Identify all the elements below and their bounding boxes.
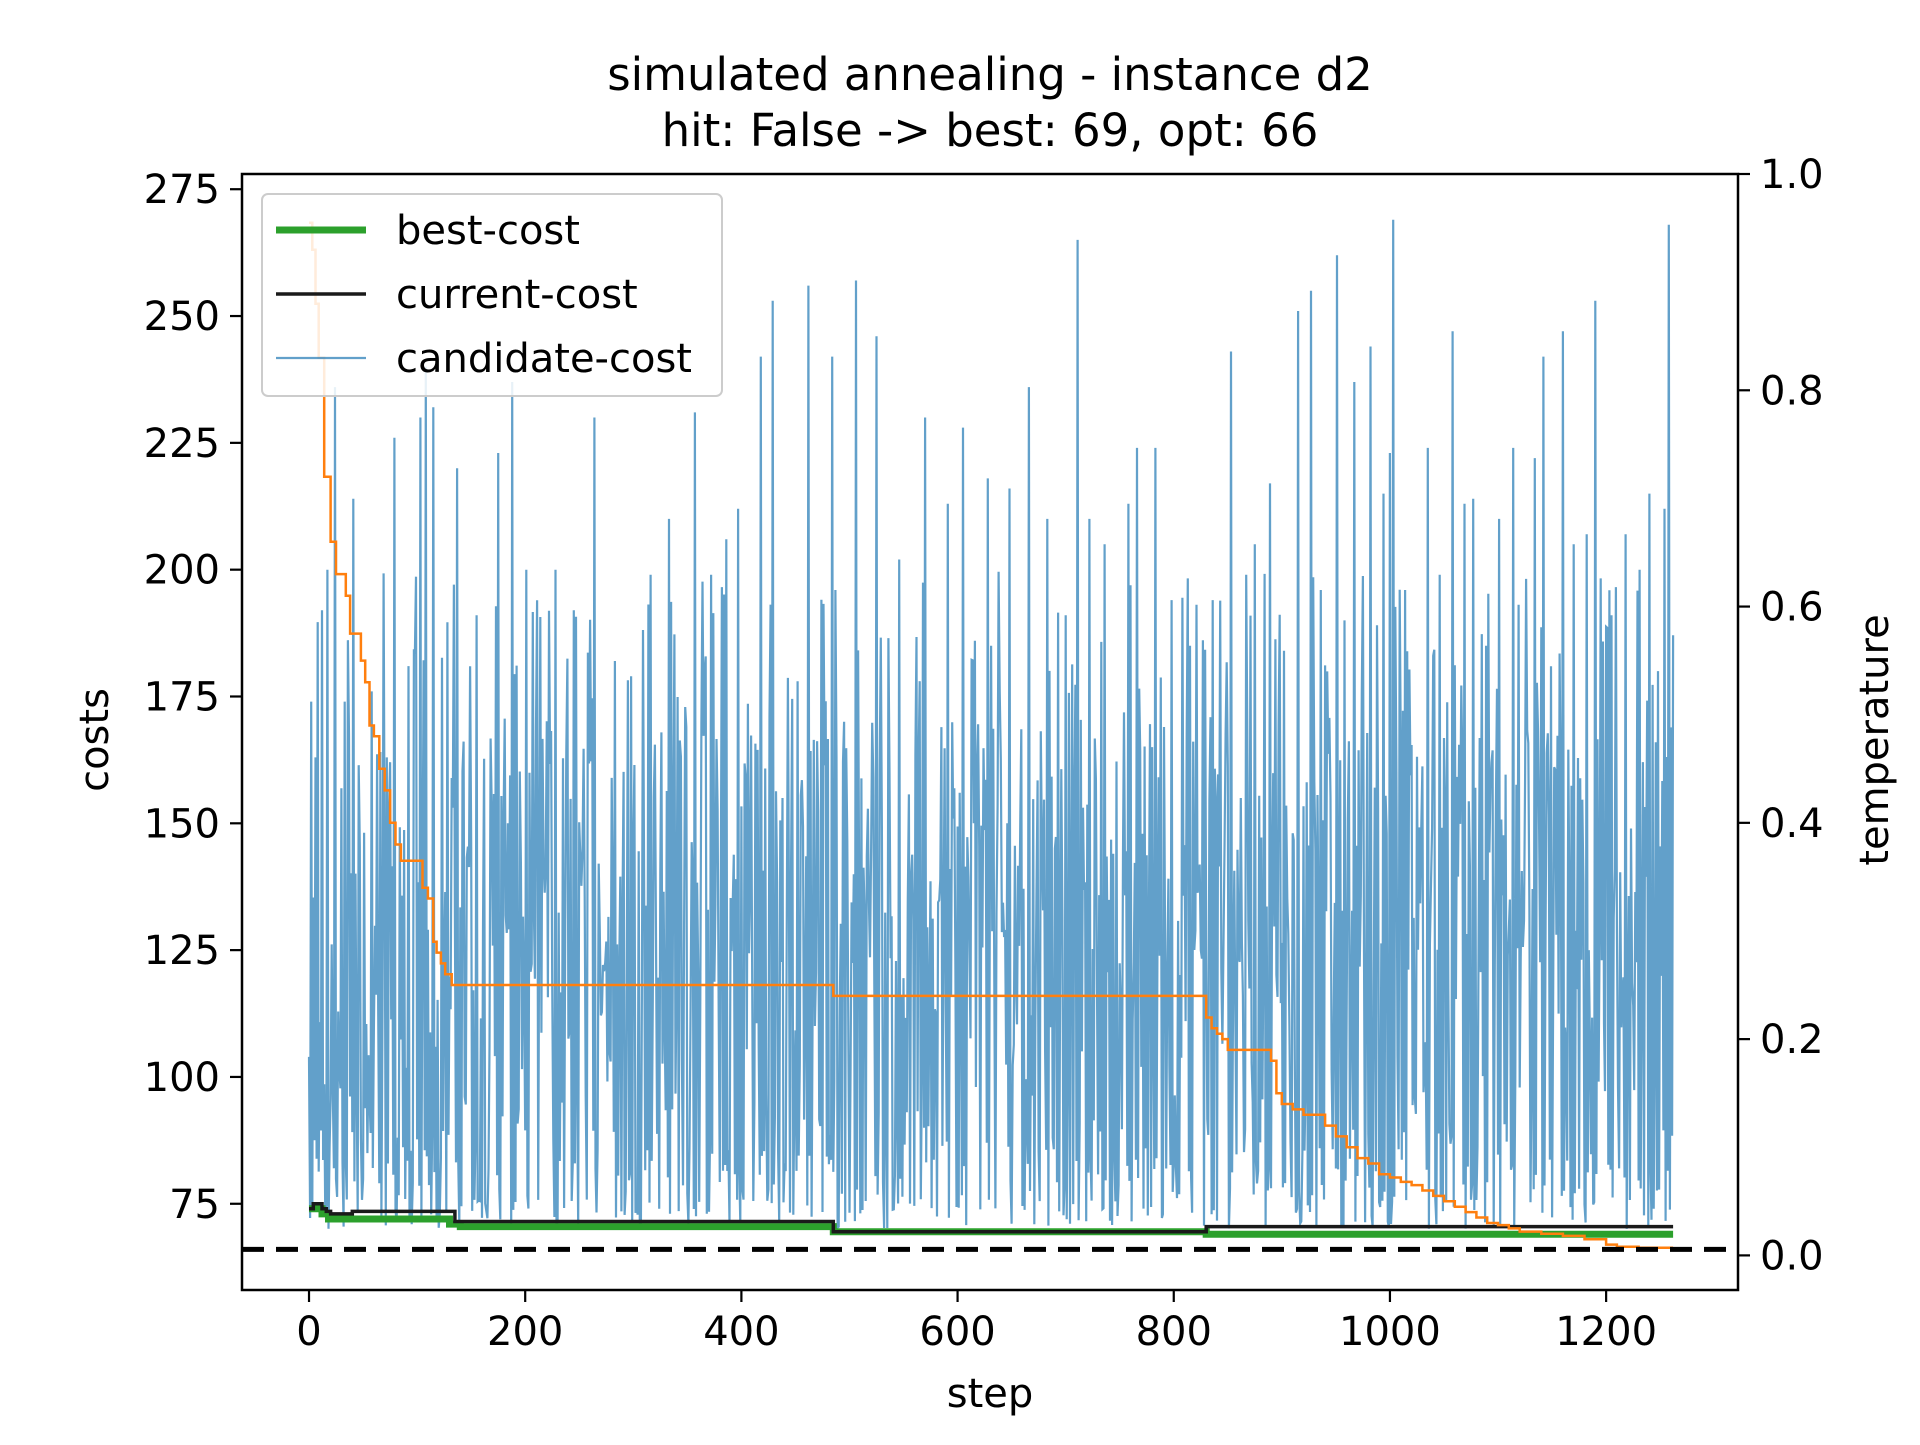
y-tick-label: 225 xyxy=(144,421,220,467)
plot-area xyxy=(242,219,1738,1252)
y-tick-label: 250 xyxy=(144,294,220,340)
y2-tick-label: 0.4 xyxy=(1760,801,1824,847)
y2-tick-label: 0.8 xyxy=(1760,368,1824,414)
x-tick-label: 0 xyxy=(296,1309,321,1355)
axis-labels: step costs temperature xyxy=(72,614,1898,1417)
axes-frame xyxy=(240,172,1740,1292)
y-tick-label: 200 xyxy=(144,548,220,594)
legend-label: candidate-cost xyxy=(396,336,692,382)
y2-tick-label: 0.2 xyxy=(1760,1017,1824,1063)
current-cost-line xyxy=(309,1202,1674,1234)
x-tick-label: 800 xyxy=(1136,1309,1212,1355)
x-tick-label: 600 xyxy=(919,1309,995,1355)
chart-subtitle: hit: False -> best: 69, opt: 66 xyxy=(662,104,1319,157)
candidate-cost-line xyxy=(307,219,1675,1230)
y2-tick-label: 1.0 xyxy=(1760,152,1824,198)
y-tick-label: 275 xyxy=(144,167,220,213)
legend-label: best-cost xyxy=(396,208,580,254)
legend-box xyxy=(261,193,723,397)
x-axis-label: step xyxy=(947,1371,1034,1417)
y-tick-label: 150 xyxy=(144,801,220,847)
y-axis-label: costs xyxy=(72,688,118,792)
y2-tick-label: 0.0 xyxy=(1760,1233,1824,1279)
y-tick-label: 75 xyxy=(169,1182,220,1228)
x-tick-label: 200 xyxy=(487,1309,563,1355)
temperature-line xyxy=(309,221,1674,1250)
y-tick-label: 175 xyxy=(144,674,220,720)
y2-axis-label: temperature xyxy=(1852,614,1898,865)
legend-label: current-cost xyxy=(396,272,638,318)
y-tick-label: 100 xyxy=(144,1055,220,1101)
x-tick-label: 1000 xyxy=(1339,1309,1441,1355)
chart-title: simulated annealing - instance d2 xyxy=(607,48,1373,101)
axes: 0 200 400 600 800 1000 1200 75 100 125 150 175 200 22… xyxy=(144,152,1824,1355)
legend: best-cost current-cost candidate-cost xyxy=(261,193,723,397)
chart-title-group: simulated annealing - instance d2 hit: F… xyxy=(607,48,1373,157)
x-tick-label: 1200 xyxy=(1555,1309,1657,1355)
x-tick-label: 400 xyxy=(703,1309,779,1355)
y2-tick-label: 0.6 xyxy=(1760,585,1824,631)
y-tick-label: 125 xyxy=(144,928,220,974)
